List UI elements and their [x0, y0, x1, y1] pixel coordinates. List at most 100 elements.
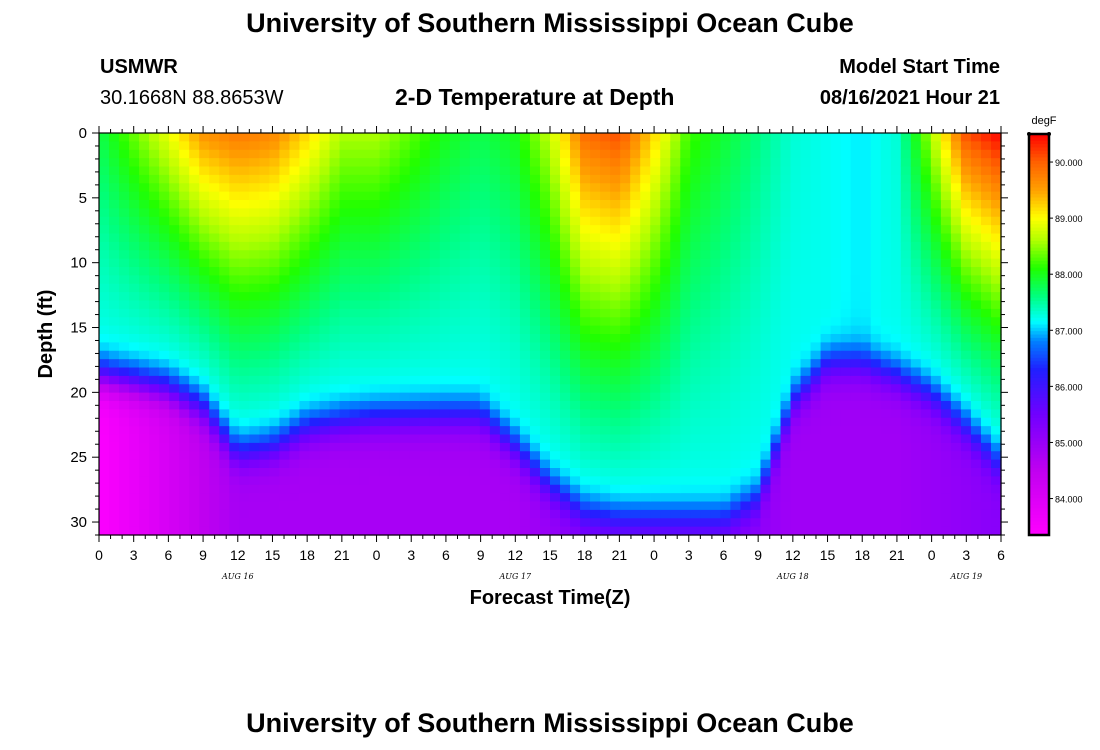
- heatmap-cell: [900, 509, 912, 519]
- heatmap-cell: [810, 375, 822, 385]
- heatmap-cell: [449, 451, 461, 461]
- heatmap-cell: [640, 141, 651, 151]
- heatmap-cell: [429, 468, 441, 477]
- heatmap-cell: [469, 350, 481, 360]
- heatmap-cell: [650, 308, 661, 318]
- heatmap-cell: [960, 509, 972, 519]
- heatmap-cell: [950, 384, 962, 394]
- heatmap-cell: [960, 250, 972, 260]
- heatmap-cell: [880, 392, 892, 402]
- heatmap-cell: [299, 350, 311, 360]
- heatmap-cell: [229, 267, 240, 276]
- heatmap-cell: [670, 484, 681, 494]
- heatmap-cell: [299, 292, 311, 302]
- heatmap-cell: [229, 526, 240, 536]
- heatmap-cell: [229, 518, 240, 528]
- heatmap-cell: [690, 241, 701, 251]
- heatmap-cell: [219, 191, 230, 201]
- heatmap-cell: [419, 350, 431, 360]
- heatmap-cell: [660, 417, 671, 427]
- colorbar-segment: [1029, 304, 1049, 309]
- heatmap-cell: [539, 484, 551, 494]
- heatmap-cell: [429, 133, 441, 142]
- heatmap-cell: [99, 233, 110, 243]
- heatmap-cell: [610, 141, 621, 151]
- heatmap-cell: [820, 216, 832, 226]
- heatmap-cell: [560, 141, 571, 151]
- heatmap-cell: [770, 426, 782, 436]
- heatmap-cell: [469, 183, 481, 193]
- heatmap-cell: [890, 501, 902, 511]
- heatmap-cell: [630, 149, 641, 159]
- heatmap-cell: [99, 283, 110, 293]
- heatmap-cell: [489, 409, 501, 419]
- colorbar-segment: [1029, 187, 1049, 192]
- heatmap-cell: [209, 283, 220, 293]
- heatmap-cell: [870, 442, 882, 452]
- heatmap-cell: [519, 401, 531, 410]
- heatmap-cell: [980, 191, 992, 201]
- heatmap-cell: [209, 300, 220, 310]
- heatmap-cell: [800, 241, 812, 251]
- heatmap-cell: [239, 225, 250, 235]
- heatmap-cell: [950, 476, 962, 486]
- colorbar-segment: [1029, 518, 1049, 523]
- heatmap-cell: [139, 509, 150, 519]
- heatmap-cell: [670, 501, 681, 511]
- heatmap-cell: [860, 451, 872, 461]
- heatmap-cell: [509, 292, 521, 302]
- heatmap-cell: [119, 149, 130, 159]
- heatmap-cell: [810, 442, 822, 452]
- heatmap-cell: [359, 476, 371, 486]
- heatmap-cell: [870, 417, 882, 427]
- heatmap-cell: [920, 417, 932, 427]
- heatmap-cell: [820, 392, 832, 402]
- heatmap-cell: [730, 426, 742, 436]
- heatmap-cell: [730, 141, 742, 151]
- heatmap-cell: [179, 183, 190, 193]
- heatmap-cell: [820, 459, 832, 469]
- colorbar-segment: [1029, 418, 1049, 422]
- heatmap-cell: [860, 493, 872, 503]
- colorbar-segment: [1029, 327, 1049, 332]
- heatmap-cell: [640, 208, 651, 218]
- heatmap-cell: [950, 308, 962, 318]
- heatmap-cell: [960, 426, 972, 436]
- heatmap-cell: [880, 166, 892, 176]
- colorbar-segment: [1029, 274, 1049, 279]
- heatmap-cell: [489, 216, 501, 226]
- heatmap-cell: [379, 241, 391, 251]
- heatmap-cell: [419, 216, 431, 226]
- heatmap-cell: [740, 392, 752, 402]
- heatmap-cell: [810, 225, 822, 235]
- heatmap-cell: [870, 191, 882, 201]
- heatmap-cell: [289, 300, 301, 310]
- heatmap-cell: [800, 250, 812, 260]
- heatmap-cell: [409, 200, 421, 209]
- heatmap-cell: [640, 275, 651, 285]
- heatmap-cell: [960, 417, 972, 427]
- heatmap-cell: [99, 526, 110, 536]
- heatmap-cell: [790, 149, 802, 159]
- heatmap-cell: [870, 342, 882, 352]
- heatmap-cell: [660, 509, 671, 519]
- heatmap-cell: [910, 133, 922, 142]
- heatmap-cell: [870, 233, 882, 243]
- heatmap-cell: [459, 267, 471, 276]
- heatmap-cell: [980, 267, 992, 276]
- heatmap-cell: [800, 342, 812, 352]
- heatmap-cell: [950, 359, 962, 369]
- heatmap-cell: [780, 434, 792, 444]
- heatmap-cell: [890, 208, 902, 218]
- heatmap-cell: [409, 292, 421, 302]
- heatmap-cell: [750, 451, 762, 461]
- heatmap-cell: [610, 459, 621, 469]
- heatmap-cell: [960, 133, 972, 142]
- heatmap-cell: [399, 350, 411, 360]
- heatmap-cell: [610, 501, 621, 511]
- heatmap-cell: [499, 384, 511, 394]
- heatmap-cell: [149, 392, 160, 402]
- heatmap-cell: [730, 174, 742, 184]
- heatmap-cell: [239, 133, 250, 142]
- heatmap-cell: [610, 442, 621, 452]
